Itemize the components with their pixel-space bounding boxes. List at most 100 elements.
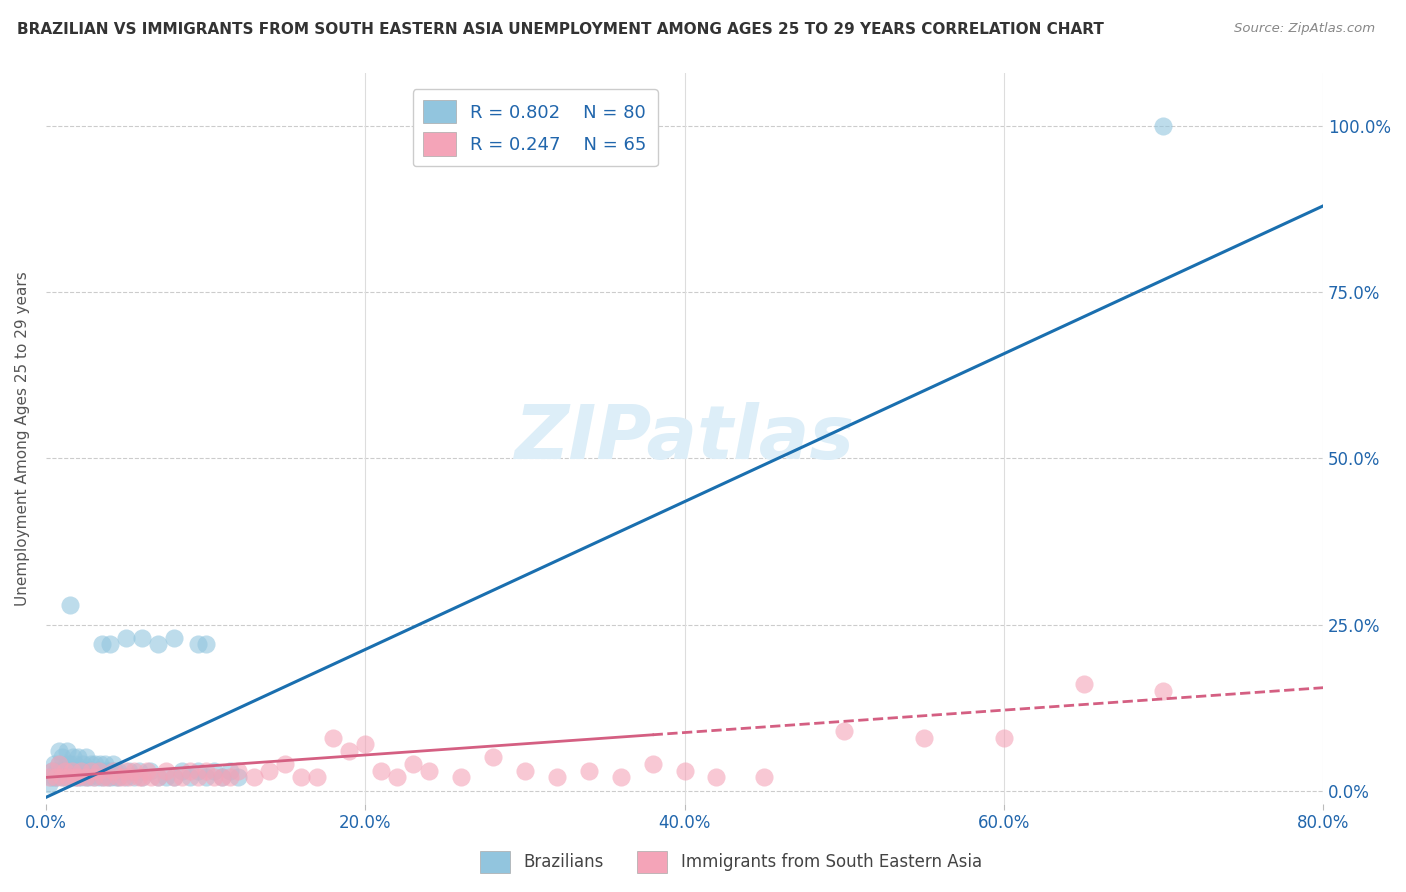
Point bbox=[218, 771, 240, 785]
Point bbox=[211, 771, 233, 785]
Point bbox=[62, 750, 84, 764]
Legend: R = 0.802    N = 80, R = 0.247    N = 65: R = 0.802 N = 80, R = 0.247 N = 65 bbox=[412, 89, 658, 167]
Point bbox=[98, 764, 121, 778]
Point bbox=[226, 764, 249, 778]
Point bbox=[72, 757, 94, 772]
Point bbox=[118, 764, 141, 778]
Point bbox=[290, 771, 312, 785]
Point bbox=[146, 771, 169, 785]
Point bbox=[77, 771, 100, 785]
Point bbox=[170, 764, 193, 778]
Point bbox=[993, 731, 1015, 745]
Point bbox=[52, 764, 75, 778]
Point bbox=[131, 631, 153, 645]
Point bbox=[98, 638, 121, 652]
Point bbox=[101, 764, 124, 778]
Point bbox=[76, 764, 98, 778]
Point bbox=[128, 771, 150, 785]
Point bbox=[66, 771, 89, 785]
Point bbox=[96, 764, 118, 778]
Point bbox=[146, 638, 169, 652]
Point bbox=[1153, 684, 1175, 698]
Point bbox=[90, 638, 112, 652]
Point bbox=[51, 771, 73, 785]
Point bbox=[1153, 119, 1175, 133]
Point bbox=[75, 771, 97, 785]
Point bbox=[226, 771, 249, 785]
Point bbox=[75, 771, 97, 785]
Point bbox=[65, 764, 87, 778]
Point bbox=[139, 764, 162, 778]
Point bbox=[87, 771, 110, 785]
Point bbox=[641, 757, 664, 772]
Point bbox=[179, 771, 201, 785]
Point bbox=[194, 638, 217, 652]
Point bbox=[70, 764, 93, 778]
Point bbox=[122, 764, 145, 778]
Point bbox=[832, 723, 855, 738]
Point bbox=[513, 764, 536, 778]
Point bbox=[75, 750, 97, 764]
Point bbox=[93, 771, 115, 785]
Point bbox=[49, 764, 72, 778]
Point bbox=[82, 764, 104, 778]
Point bbox=[179, 764, 201, 778]
Point bbox=[73, 764, 96, 778]
Point bbox=[84, 757, 107, 772]
Point bbox=[93, 771, 115, 785]
Point bbox=[218, 764, 240, 778]
Point bbox=[706, 771, 728, 785]
Point bbox=[41, 764, 63, 778]
Point bbox=[63, 771, 86, 785]
Point bbox=[87, 764, 110, 778]
Point bbox=[45, 771, 67, 785]
Point bbox=[337, 744, 360, 758]
Point bbox=[59, 771, 82, 785]
Point bbox=[60, 764, 83, 778]
Point bbox=[45, 764, 67, 778]
Point bbox=[118, 771, 141, 785]
Point bbox=[187, 638, 209, 652]
Point bbox=[60, 764, 83, 778]
Point bbox=[274, 757, 297, 772]
Text: Source: ZipAtlas.com: Source: ZipAtlas.com bbox=[1234, 22, 1375, 36]
Point bbox=[107, 764, 129, 778]
Point bbox=[135, 764, 157, 778]
Point bbox=[259, 764, 281, 778]
Point bbox=[163, 631, 186, 645]
Point bbox=[546, 771, 568, 785]
Point bbox=[90, 764, 112, 778]
Point bbox=[146, 771, 169, 785]
Point bbox=[385, 771, 408, 785]
Y-axis label: Unemployment Among Ages 25 to 29 years: Unemployment Among Ages 25 to 29 years bbox=[15, 271, 30, 606]
Point bbox=[48, 744, 70, 758]
Point bbox=[187, 764, 209, 778]
Point bbox=[912, 731, 935, 745]
Point bbox=[42, 757, 65, 772]
Text: BRAZILIAN VS IMMIGRANTS FROM SOUTH EASTERN ASIA UNEMPLOYMENT AMONG AGES 25 TO 29: BRAZILIAN VS IMMIGRANTS FROM SOUTH EASTE… bbox=[17, 22, 1104, 37]
Point bbox=[354, 737, 377, 751]
Point bbox=[86, 764, 108, 778]
Point bbox=[105, 771, 128, 785]
Point bbox=[63, 771, 86, 785]
Point bbox=[131, 771, 153, 785]
Point bbox=[55, 744, 77, 758]
Point bbox=[194, 764, 217, 778]
Point bbox=[66, 750, 89, 764]
Legend: Brazilians, Immigrants from South Eastern Asia: Brazilians, Immigrants from South Easter… bbox=[474, 845, 988, 880]
Point bbox=[53, 771, 76, 785]
Point bbox=[155, 771, 177, 785]
Point bbox=[482, 750, 505, 764]
Point bbox=[38, 771, 60, 785]
Point bbox=[59, 757, 82, 772]
Point bbox=[402, 757, 425, 772]
Point bbox=[70, 771, 93, 785]
Point bbox=[1073, 677, 1095, 691]
Point bbox=[578, 764, 600, 778]
Point bbox=[83, 771, 105, 785]
Point bbox=[122, 771, 145, 785]
Point bbox=[51, 771, 73, 785]
Point bbox=[83, 771, 105, 785]
Point bbox=[418, 764, 440, 778]
Point bbox=[48, 757, 70, 772]
